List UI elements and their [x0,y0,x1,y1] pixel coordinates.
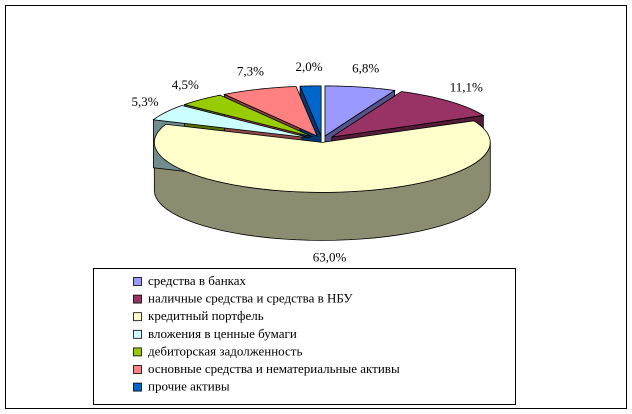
legend-label: наличные средства и средства в НБУ [148,291,353,306]
legend-swatch [133,277,142,286]
legend-swatch [133,347,142,357]
data-label: 11,1% [450,79,483,94]
pie: 6,8% 11,1% 63,0% 5,3% 4,5% 7,3% 2,0% [131,59,491,264]
legend-swatch [133,312,142,322]
legend-swatch [133,382,142,392]
slice [153,120,491,193]
slice [331,91,485,138]
legend-label: основные средства и нематериальные актив… [148,361,400,376]
legend-label: кредитный портфель [148,308,264,323]
data-label: 5,3% [131,94,158,109]
legend-entries: средства в банках наличные средства и сре… [133,273,400,394]
data-label: 63,0% [313,249,347,264]
legend-label: вложения в ценные бумаги [148,326,297,341]
legend-swatch [133,365,142,374]
legend-label: прочие активы [148,379,230,394]
slice [299,85,322,136]
slice [152,105,311,139]
legend-label: средства в банках [148,273,247,288]
legend [93,268,516,405]
data-label: 7,3% [237,63,264,78]
slice [183,94,313,138]
data-label: 2,0% [296,59,323,74]
slice [223,86,318,137]
data-label: 4,5% [172,77,199,92]
slice [324,85,396,137]
data-label: 6,8% [352,60,379,75]
legend-label: дебиторская задолженность [148,343,302,358]
legend-swatch [133,294,142,304]
legend-swatch [133,329,142,339]
